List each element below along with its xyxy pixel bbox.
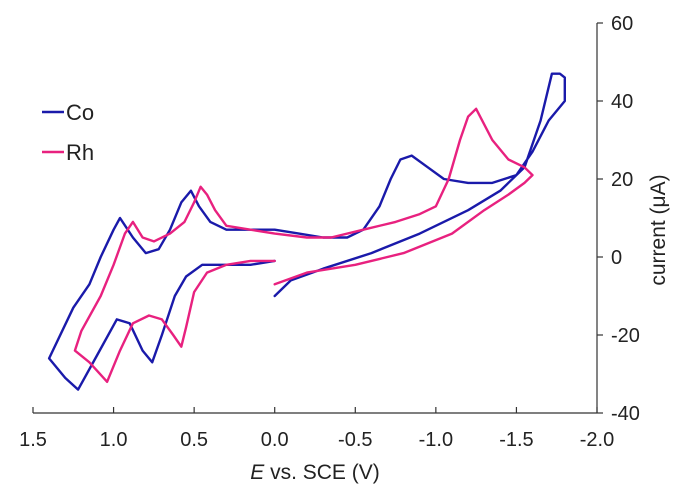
y-tick-label: 60 <box>611 13 633 35</box>
x-axis-title-italic: E <box>250 461 265 484</box>
x-ticks: 1.5 1.0 0.5 0.0 -0.5 -1.0 -1.5 -2.0 <box>19 407 614 451</box>
x-tick-label: 1.5 <box>19 429 47 451</box>
y-tick-label: 40 <box>611 91 633 113</box>
x-tick-label: -0.5 <box>338 429 372 451</box>
x-tick-label: 1.0 <box>100 429 128 451</box>
x-tick-label: 0.0 <box>261 429 289 451</box>
x-tick-label: -2.0 <box>580 429 614 451</box>
x-axis-title: E vs. SCE (V) <box>250 461 380 484</box>
legend-label-rh: Rh <box>66 140 94 165</box>
legend-label-co: Co <box>66 100 94 125</box>
x-tick-label: -1.5 <box>499 429 533 451</box>
y-tick-label: -40 <box>611 403 640 425</box>
plot-area <box>47 72 566 391</box>
x-tick-label: -1.0 <box>419 429 453 451</box>
x-tick-label: 0.5 <box>180 429 208 451</box>
series-line-rh <box>73 107 534 383</box>
x-axis: 1.5 1.0 0.5 0.0 -0.5 -1.0 -1.5 -2.0 <box>19 407 614 451</box>
y-axis-title: current (μA) <box>647 174 670 285</box>
y-tick-label: 20 <box>611 169 633 191</box>
x-axis-title-rest: vs. SCE (V) <box>264 461 380 484</box>
y-ticks: -40 -20 0 20 40 60 <box>597 13 640 425</box>
y-axis: -40 -20 0 20 40 60 <box>596 13 640 425</box>
y-tick-label: 0 <box>611 247 622 269</box>
y-tick-label: -20 <box>611 325 640 347</box>
legend: Co Rh <box>42 100 94 165</box>
